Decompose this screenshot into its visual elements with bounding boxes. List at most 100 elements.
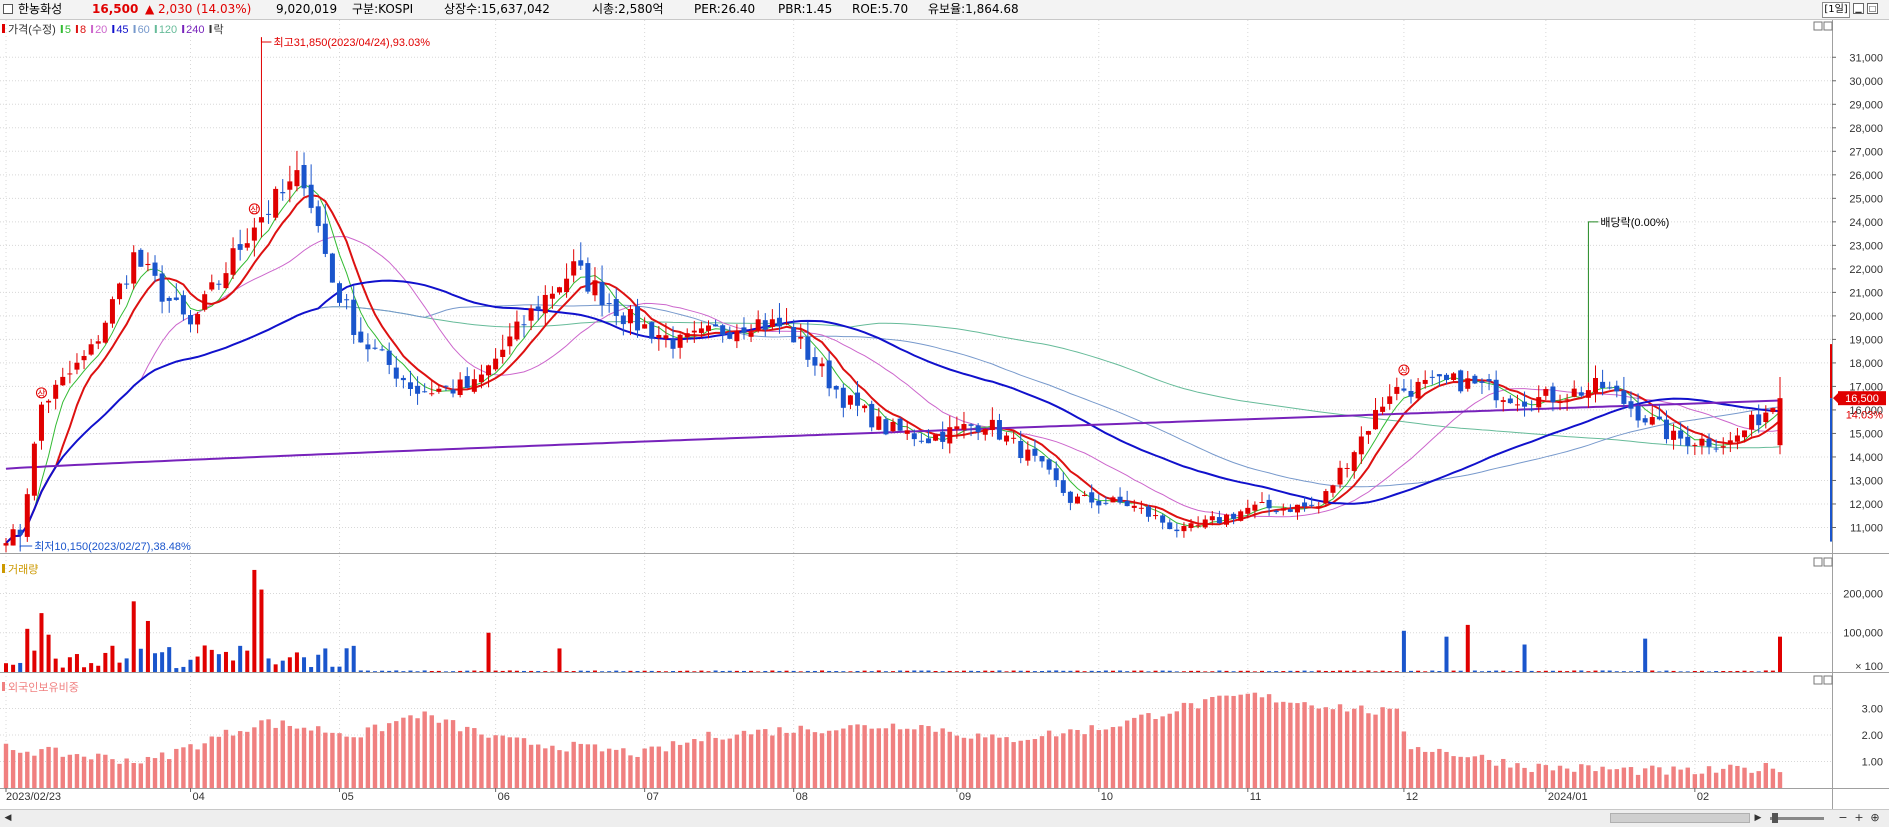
stock-name[interactable]: 한농화성 xyxy=(18,2,63,16)
foreign-ratio-bars xyxy=(3,692,1783,788)
zoom-slider[interactable] xyxy=(1770,817,1824,820)
limit-up-label: 상 xyxy=(250,205,258,216)
candle-body xyxy=(1429,376,1435,378)
foreign-ratio-bar xyxy=(1486,759,1492,788)
foreign-tick-label: 3.00 xyxy=(1862,704,1883,716)
zoom-in-icon[interactable]: + xyxy=(1854,811,1864,824)
candle-body xyxy=(762,320,768,330)
volume-bar xyxy=(238,645,243,672)
volume-bar xyxy=(486,632,491,672)
foreign-ratio-bar xyxy=(1217,695,1222,788)
candle-body xyxy=(649,322,655,339)
zoom-slider-handle[interactable] xyxy=(1772,813,1778,823)
volume-bar xyxy=(1118,670,1123,672)
candle-body xyxy=(273,188,279,218)
high-annotation: 최고31,850(2023/04/24),93.03% xyxy=(273,36,430,49)
foreign-ratio-bar xyxy=(259,720,264,788)
minimize-icon[interactable]: ▁ xyxy=(1853,3,1864,14)
foreign-ratio-bar xyxy=(1380,707,1385,788)
foreign-ratio-bar xyxy=(1295,703,1300,788)
volume-bar xyxy=(947,670,952,672)
candle-body xyxy=(1330,485,1336,493)
foreign-ratio-bar xyxy=(975,733,981,788)
foreign-ratio-bar xyxy=(96,753,101,788)
foreign-ratio-bar xyxy=(734,734,740,788)
zoom-out-icon[interactable]: − xyxy=(1838,811,1848,824)
candle-body xyxy=(351,299,357,335)
legend-marker-icon xyxy=(2,24,5,33)
volume-bar xyxy=(976,671,981,672)
candle-body xyxy=(585,263,591,292)
foreign-ratio-bar xyxy=(1437,748,1442,788)
scroll-left-icon[interactable]: ◀ xyxy=(4,813,12,823)
candle-body xyxy=(876,416,882,430)
volume-bar xyxy=(479,671,484,672)
candle-body xyxy=(947,427,953,444)
volume-bar xyxy=(1167,670,1172,672)
volume-bar xyxy=(60,667,65,672)
chart-area[interactable]: 31,000 30,000 29,000 28,000 27,000 26,000 25,0… xyxy=(0,20,1889,809)
interval-selector[interactable]: [1일] xyxy=(1822,2,1850,18)
foreign-ratio-bar xyxy=(841,728,846,788)
price-tick-label: 23,000 xyxy=(1849,240,1883,252)
foreign-ratio-bar xyxy=(1124,720,1130,788)
volume-bar xyxy=(1061,670,1066,672)
volume-bar xyxy=(926,670,931,672)
foreign-ratio-bar xyxy=(1302,702,1307,788)
foreign-ratio-bar xyxy=(564,751,569,788)
foreign-ratio-bar xyxy=(1061,733,1066,788)
candle-body xyxy=(1096,500,1102,506)
foreign-ratio-bar xyxy=(323,732,328,788)
volume-bar xyxy=(1181,671,1186,672)
foreign-ratio-bar xyxy=(1117,726,1123,788)
candle-body xyxy=(131,252,137,284)
volume-bar xyxy=(223,651,228,672)
foreign-ratio-bar xyxy=(1430,751,1435,788)
candle-body xyxy=(1025,449,1031,461)
foreign-ratio-bar xyxy=(1373,714,1378,788)
listed-shares: 상장수:15,637,042 xyxy=(444,2,550,16)
foreign-ratio-bar xyxy=(727,738,732,788)
candle-body xyxy=(769,319,775,327)
foreign-ratio-bar xyxy=(1635,774,1641,788)
volume-bar xyxy=(209,649,214,672)
foreign-ratio-bar xyxy=(904,728,910,788)
volume-bar xyxy=(344,648,349,672)
foreign-ratio-bar xyxy=(1685,767,1690,788)
foreign-ratio-bar xyxy=(1245,693,1250,788)
high-pointer-icon xyxy=(260,37,272,43)
candle-body xyxy=(514,321,520,340)
candle-body xyxy=(1685,436,1691,446)
volume-bar xyxy=(1387,671,1392,672)
foreign-ratio-bar xyxy=(1039,736,1045,788)
volume-bar xyxy=(997,670,1002,672)
candle-body xyxy=(1365,431,1371,435)
candle-body xyxy=(1770,408,1776,413)
foreign-ratio-bar xyxy=(351,737,356,788)
volume-bar xyxy=(1458,670,1463,672)
zoom-reset-icon[interactable]: ⊕ xyxy=(1870,811,1880,824)
volume-bar xyxy=(124,658,129,672)
stock-checkbox[interactable] xyxy=(3,4,13,14)
scroll-right-icon[interactable]: ▶ xyxy=(1754,813,1762,823)
volume-bar xyxy=(734,670,739,672)
volume-bar xyxy=(791,670,796,672)
foreign-ratio-bar xyxy=(415,718,420,788)
legend-item: 가격(수정) xyxy=(8,23,56,36)
foreign-ratio-bar xyxy=(1224,695,1229,788)
candle-body xyxy=(1600,381,1606,388)
foreign-ratio-bar xyxy=(1529,771,1534,788)
scroll-thumb[interactable] xyxy=(1610,813,1750,823)
limit-up-label: 상 xyxy=(37,389,45,400)
chart-scrollbar[interactable]: ◀ ▶ − + ⊕ xyxy=(0,809,1889,827)
volume-bar xyxy=(592,670,597,672)
foreign-ratio-bar xyxy=(521,738,527,788)
maximize-icon[interactable]: □ xyxy=(1867,3,1878,14)
candle-body xyxy=(862,405,868,409)
volume-bar xyxy=(294,652,299,672)
candle-body xyxy=(691,330,697,333)
candle-body xyxy=(1351,452,1357,471)
ma240-line xyxy=(5,399,1781,470)
candle-body xyxy=(429,393,435,395)
foreign-ratio-bar xyxy=(1479,754,1485,788)
